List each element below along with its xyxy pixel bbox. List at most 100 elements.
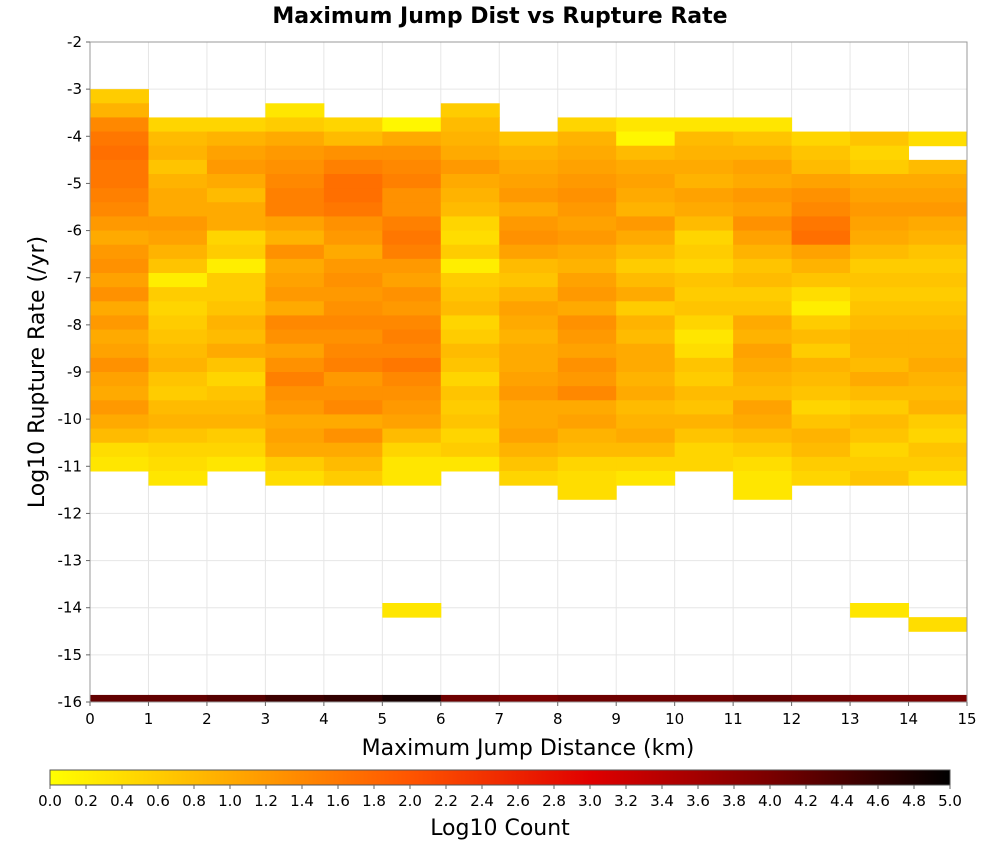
heatmap-cell <box>90 188 149 203</box>
heatmap-cell <box>323 287 383 302</box>
heatmap-cell <box>791 386 851 401</box>
colorbar-tick-label: 3.4 <box>650 792 674 810</box>
heatmap-cell <box>148 131 208 147</box>
heatmap-cell <box>148 117 208 133</box>
heatmap-cell <box>499 230 559 246</box>
heatmap-cell <box>499 174 559 189</box>
y-tick-label: -9 <box>67 363 82 381</box>
heatmap-cell <box>791 287 851 302</box>
x-tick-label: 13 <box>841 710 860 728</box>
y-tick-label: -14 <box>58 599 83 617</box>
heatmap-cell <box>265 202 325 217</box>
heatmap-cell <box>382 329 442 345</box>
heatmap-cell <box>616 258 676 274</box>
colorbar-tick-label: 1.4 <box>290 792 314 810</box>
heatmap-cell <box>206 117 266 133</box>
heatmap-cell <box>90 694 149 702</box>
heatmap-cell <box>440 357 500 373</box>
y-tick-label: -5 <box>67 174 82 192</box>
heatmap-cell <box>616 244 676 260</box>
heatmap-cell <box>90 315 149 331</box>
heatmap-cell <box>206 386 266 401</box>
heatmap-cell <box>206 414 266 430</box>
heatmap-cell <box>850 159 910 175</box>
heatmap-cell <box>908 386 968 401</box>
heatmap-cell <box>499 301 559 316</box>
heatmap-cell <box>440 202 500 217</box>
heatmap-cell <box>148 202 208 217</box>
heatmap-cell <box>616 202 676 217</box>
heatmap-cell <box>908 343 968 359</box>
heatmap-cell <box>382 372 442 387</box>
heatmap-cell <box>733 343 793 359</box>
heatmap-cell <box>206 357 266 373</box>
heatmap-cell <box>733 400 793 415</box>
colorbar-tick-label: 4.4 <box>830 792 854 810</box>
heatmap-cell <box>616 428 676 444</box>
heatmap-cell <box>265 174 325 189</box>
heatmap-cell <box>440 386 500 401</box>
heatmap-cell <box>674 343 734 359</box>
heatmap-cell <box>323 244 383 260</box>
heatmap-cell <box>206 202 266 217</box>
heatmap-cell <box>791 230 851 246</box>
heatmap-cell <box>850 603 910 618</box>
heatmap-cell <box>674 273 734 288</box>
heatmap-cell <box>499 202 559 217</box>
heatmap-cell <box>908 258 968 274</box>
heatmap-cell <box>90 174 149 189</box>
heatmap-cell <box>148 357 208 373</box>
heatmap-cell <box>850 174 910 189</box>
heatmap-cell <box>265 456 325 472</box>
heatmap-cell <box>791 131 851 147</box>
y-tick-label: -7 <box>67 269 82 287</box>
heatmap-cell <box>557 301 617 316</box>
heatmap-cell <box>440 159 500 175</box>
heatmap-cell <box>557 117 617 133</box>
heatmap-cell <box>674 174 734 189</box>
heatmap-cell <box>206 456 266 472</box>
heatmap-cell <box>616 372 676 387</box>
y-tick-label: -6 <box>67 222 82 240</box>
colorbar-tick-label: 0.6 <box>146 792 170 810</box>
heatmap-cell <box>90 456 149 472</box>
heatmap-cell <box>791 174 851 189</box>
heatmap-cell <box>265 230 325 246</box>
heatmap-cell <box>616 117 676 133</box>
heatmap-cell <box>850 329 910 345</box>
heatmap-cell <box>557 315 617 331</box>
heatmap-cell <box>674 372 734 387</box>
x-tick-label: 14 <box>899 710 918 728</box>
heatmap-cell <box>557 145 617 161</box>
heatmap-cell <box>908 442 968 458</box>
heatmap-cell <box>674 216 734 232</box>
heatmap-cell <box>791 301 851 316</box>
heatmap-cell <box>265 244 325 260</box>
heatmap-cell <box>733 301 793 316</box>
heatmap-cell <box>616 442 676 458</box>
heatmap-cell <box>908 174 968 189</box>
colorbar-tick-label: 2.2 <box>434 792 458 810</box>
heatmap-cell <box>499 428 559 444</box>
heatmap-cell <box>382 159 442 175</box>
heatmap-cell <box>733 357 793 373</box>
x-tick-label: 2 <box>202 710 212 728</box>
heatmap-cell <box>90 301 149 316</box>
heatmap-cell <box>323 456 383 472</box>
heatmap-cell <box>499 131 559 147</box>
heatmap-cell <box>499 471 559 486</box>
heatmap-cell <box>908 372 968 387</box>
heatmap-cell <box>382 603 442 618</box>
heatmap-cell <box>440 400 500 415</box>
heatmap-cell <box>440 117 500 133</box>
heatmap-cell <box>674 357 734 373</box>
heatmap-cell <box>440 216 500 232</box>
heatmap-cell <box>265 301 325 316</box>
heatmap-cell <box>557 414 617 430</box>
heatmap-cell <box>206 244 266 260</box>
heatmap-cell <box>733 131 793 147</box>
heatmap-cell <box>206 329 266 345</box>
colorbar-tick-label: 1.8 <box>362 792 386 810</box>
chart-title: Maximum Jump Dist vs Rupture Rate <box>272 4 727 29</box>
heatmap-cell <box>440 188 500 203</box>
